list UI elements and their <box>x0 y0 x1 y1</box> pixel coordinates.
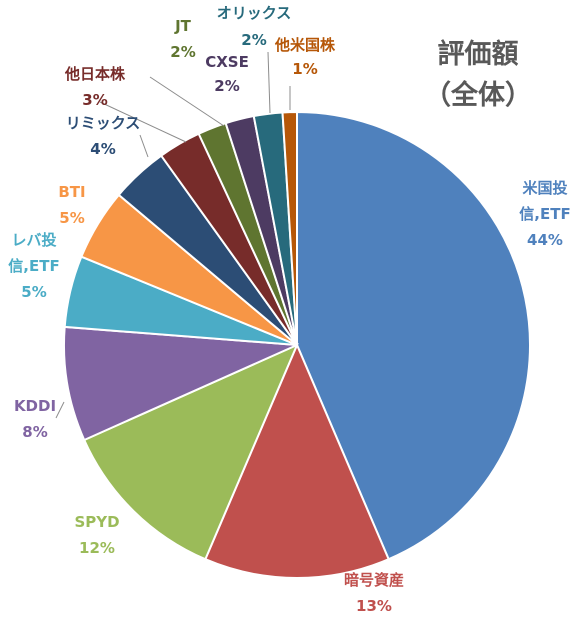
slice-label-10: CXSE 2% <box>205 53 249 95</box>
pie-slice-12 <box>281 110 298 346</box>
slice-name-label: 他日本株 <box>64 65 126 83</box>
slice-percent-label: 5% <box>21 283 46 301</box>
slice-name-label: BTI <box>58 183 85 201</box>
slice-label-3: SPYD 12% <box>74 513 119 557</box>
pie-slice-1 <box>296 110 531 561</box>
slice-label-5: レバ投信,ETF 5% <box>8 231 59 301</box>
slice-labels: 米国投信,ETF44%暗号資産13%SPYD12%KDDI8%レバ投信,ETF5… <box>8 4 570 615</box>
slice-label-6: BTI 5% <box>58 183 85 227</box>
slice-label-1: 米国投信,ETF 44% <box>519 179 570 249</box>
leader-line-11 <box>267 51 271 114</box>
slice-percent-label: 13% <box>356 597 392 615</box>
slice-label-2: 暗号資産 13% <box>344 571 404 615</box>
leader-line-10 <box>149 76 225 127</box>
slice-label-8: 他日本株 3% <box>64 65 126 109</box>
leader-line-8 <box>99 101 187 143</box>
slice-name-label: CXSE <box>205 53 249 71</box>
slice-name-label: 暗号資産 <box>344 571 404 589</box>
slice-percent-label: 4% <box>90 140 115 158</box>
slice-name-label: レバ投信,ETF <box>8 231 59 275</box>
slice-percent-label: 8% <box>22 423 47 441</box>
slice-percent-label: 5% <box>59 209 84 227</box>
pie-slice-3 <box>82 343 299 561</box>
pie-slice-4 <box>63 325 298 442</box>
slice-label-12: 他米国株 1% <box>274 36 336 78</box>
slice-name-label: JT <box>174 17 192 35</box>
slice-name-label: 米国投信,ETF <box>519 179 570 223</box>
slice-percent-label: 44% <box>527 231 563 249</box>
slice-label-7: リミックス 4% <box>66 114 141 158</box>
slice-label-9: JT 2% <box>170 17 195 61</box>
slice-name-label: KDDI <box>14 397 56 415</box>
slice-name-label: 他米国株 <box>274 36 336 54</box>
slice-percent-label: 2% <box>241 31 266 49</box>
slice-name-label: SPYD <box>74 513 119 531</box>
slice-percent-label: 3% <box>82 91 107 109</box>
slice-name-label: オリックス <box>217 4 292 22</box>
slice-percent-label: 2% <box>170 43 195 61</box>
slice-name-label: リミックス <box>66 114 141 132</box>
slice-label-11: オリックス 2% <box>217 4 292 49</box>
pie-slice-2 <box>204 342 390 579</box>
pie-slices <box>63 110 531 579</box>
leader-line-7 <box>139 134 149 158</box>
slice-label-4: KDDI 8% <box>14 397 56 441</box>
slice-percent-label: 1% <box>292 60 317 78</box>
slice-percent-label: 12% <box>79 539 115 557</box>
slice-percent-label: 2% <box>214 77 239 95</box>
chart-title: 評価額 <box>438 38 519 70</box>
leader-lines <box>55 51 291 419</box>
chart-subtitle: （全体） <box>424 79 532 111</box>
leader-line-4 <box>55 401 65 419</box>
